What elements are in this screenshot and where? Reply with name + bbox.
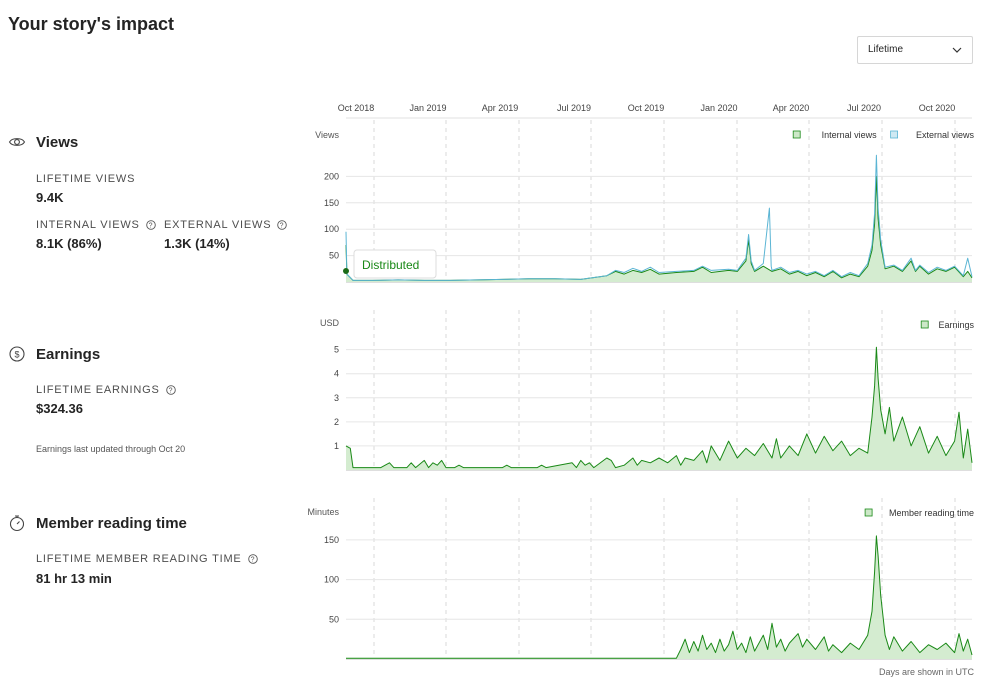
internal-views-label: INTERNAL VIEWS ?	[36, 219, 156, 231]
page-title: Your story's impact	[8, 14, 174, 34]
series-line	[346, 535, 973, 659]
timeline-axis: Oct 2018 Jan 2019 Apr 2019 Jul 2019 Oct 2019…	[338, 103, 972, 119]
distributed-marker	[343, 268, 349, 274]
lifetime-earnings-label-text: LIFETIME EARNINGS	[36, 384, 160, 396]
series-line	[345, 154, 973, 281]
y-tick-label: 150	[324, 198, 339, 208]
timeline-label: Apr 2019	[482, 103, 519, 113]
lifetime-views-label-text: LIFETIME VIEWS	[36, 173, 136, 185]
legend-label: Internal views	[822, 130, 878, 140]
timeline-label: Jan 2019	[409, 103, 446, 113]
reading-heading: Member reading time	[36, 514, 187, 532]
annotation-label: Distributed	[362, 258, 419, 272]
legend-label: External views	[916, 130, 975, 140]
timeline-label: Oct 2018	[338, 103, 375, 113]
timeline-label: Apr 2020	[773, 103, 810, 113]
chevron-down-icon	[952, 47, 962, 53]
legend-swatch	[792, 130, 801, 139]
lifetime-earnings-label: LIFETIME EARNINGS ?	[36, 384, 176, 396]
range-select-value: Lifetime	[868, 44, 904, 55]
lifetime-reading-value: 81 hr 13 min	[36, 571, 112, 586]
legend-label: Member reading time	[889, 508, 974, 518]
y-tick-label: 1	[334, 441, 339, 451]
y-tick-label: 50	[329, 614, 339, 624]
legend-swatch	[920, 320, 929, 329]
external-views-value: 1.3K (14%)	[164, 236, 230, 251]
dollar-coin-icon: $	[9, 346, 25, 362]
timeline-label: Jul 2020	[847, 103, 881, 113]
stopwatch-icon	[9, 515, 25, 532]
annotation-box	[353, 249, 437, 279]
help-icon[interactable]: ?	[145, 220, 156, 230]
series-line	[345, 346, 973, 469]
earnings-heading: Earnings	[36, 345, 101, 363]
internal-views-label-text: INTERNAL VIEWS	[36, 219, 140, 231]
earnings-section-header: $ Earnings	[8, 345, 100, 363]
axis-unit-label: Views	[315, 130, 339, 140]
series-area	[346, 347, 972, 470]
external-views-label: EXTERNAL VIEWS ?	[164, 219, 288, 231]
svg-text:?: ?	[250, 557, 255, 564]
svg-text:?: ?	[168, 388, 173, 395]
help-icon[interactable]: ?	[165, 385, 176, 395]
utc-note: Days are shown in UTC	[878, 667, 974, 677]
y-tick-label: 100	[324, 575, 339, 585]
axis-unit-label: Minutes	[307, 507, 339, 517]
y-tick-label: 3	[334, 393, 339, 403]
y-tick-label: 100	[324, 224, 339, 234]
lifetime-views-value: 9.4K	[36, 190, 64, 205]
series-area	[346, 176, 972, 282]
y-tick-label: 4	[334, 369, 339, 379]
y-tick-label: 200	[324, 171, 339, 181]
help-icon[interactable]: ?	[247, 554, 258, 564]
y-tick-label: 2	[334, 417, 339, 427]
range-select-dropdown[interactable]: Lifetime	[857, 36, 973, 64]
eye-icon	[8, 138, 26, 146]
svg-text:$: $	[14, 350, 19, 360]
lifetime-earnings-value: $324.36	[36, 401, 83, 416]
timeline-label: Jul 2019	[557, 103, 591, 113]
reading-section-header: Member reading time	[8, 514, 187, 532]
svg-text:?: ?	[148, 223, 153, 230]
legend-swatch	[864, 508, 873, 517]
help-icon[interactable]: ?	[277, 220, 288, 230]
earnings-updated-note: Earnings last updated through Oct 20	[36, 444, 186, 454]
series-area	[346, 535, 972, 659]
views-section-header: Views	[8, 133, 78, 151]
timeline-label: Jan 2020	[700, 103, 737, 113]
views-heading: Views	[36, 133, 79, 151]
earnings-chart: USD 1 2 3 4 5 Earnings	[320, 310, 974, 471]
external-views-label-text: EXTERNAL VIEWS	[164, 219, 272, 231]
legend-swatch	[890, 130, 898, 139]
internal-views-value: 8.1K (86%)	[36, 236, 102, 251]
y-tick-label: 150	[324, 535, 339, 545]
reading-time-chart: Minutes 50 100 150 Member reading time	[307, 498, 974, 660]
svg-text:?: ?	[280, 223, 285, 230]
views-chart: Views 50 100 150 200 External views Internal v…	[315, 120, 975, 283]
lifetime-reading-label: LIFETIME MEMBER READING TIME ?	[36, 553, 258, 565]
axis-unit-label: USD	[320, 318, 340, 328]
timeline-label: Oct 2020	[919, 103, 956, 113]
legend-label: Earnings	[938, 320, 974, 330]
timeline-label: Oct 2019	[628, 103, 665, 113]
y-tick-label: 5	[334, 345, 339, 355]
lifetime-reading-label-text: LIFETIME MEMBER READING TIME	[36, 553, 242, 565]
lifetime-views-label: LIFETIME VIEWS	[36, 173, 135, 185]
y-tick-label: 50	[329, 251, 339, 261]
